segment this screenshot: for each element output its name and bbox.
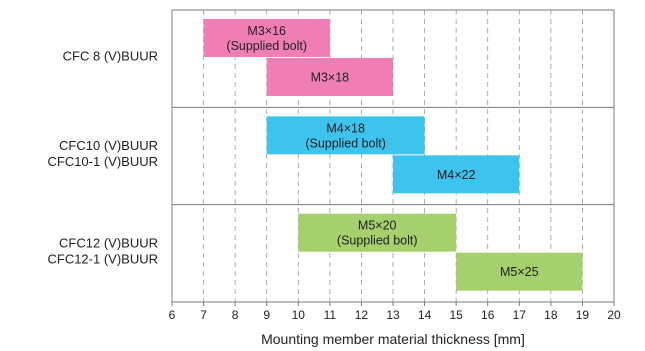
bar-label: M3×16	[247, 24, 286, 38]
tick-label: 19	[576, 308, 590, 322]
bar-label: (Supplied bolt)	[226, 39, 307, 53]
bar-label: M5×20	[358, 219, 397, 233]
tick-label: 15	[449, 308, 463, 322]
range-bar	[456, 252, 583, 291]
bar-label: (Supplied bolt)	[337, 234, 418, 248]
bar-label: M3×18	[311, 71, 350, 85]
tick-label: 11	[324, 308, 337, 322]
range-bar	[266, 58, 393, 96]
tick-label: 17	[513, 308, 527, 322]
group-label: CFC12-1 (V)BUUR	[47, 251, 158, 266]
range-bar	[298, 213, 457, 252]
group-label: CFC10 (V)BUUR	[59, 138, 158, 153]
group-separators	[172, 106, 614, 206]
x-axis-title: Mounting member material thickness [mm]	[261, 331, 525, 347]
tick-label: 9	[263, 308, 270, 322]
tick-label: 16	[481, 308, 495, 322]
group-label: CFC 8 (V)BUUR	[63, 49, 158, 64]
range-bar	[393, 155, 520, 194]
range-bar	[203, 19, 330, 57]
tick-label: 20	[607, 308, 621, 322]
tick-label: 10	[292, 308, 306, 322]
bar-label: (Supplied bolt)	[305, 136, 386, 150]
tick-label: 8	[232, 308, 239, 322]
range-bars: M3×16(Supplied bolt)M3×18M4×18(Supplied …	[203, 19, 583, 291]
tick-label: 7	[200, 308, 207, 322]
bar-label: M4×22	[437, 168, 476, 182]
group-label: CFC12 (V)BUUR	[59, 235, 158, 250]
tick-label: 12	[355, 308, 369, 322]
tick-label: 18	[544, 308, 558, 322]
group-label: CFC10-1 (V)BUUR	[47, 154, 158, 169]
tick-label: 6	[169, 308, 176, 322]
bar-label: M4×18	[326, 121, 365, 135]
tick-label: 13	[386, 308, 400, 322]
x-axis-ticks: 6 7 8 9 10 11 12 13 14 15 16 17 18 19 20	[169, 302, 621, 322]
range-bar	[266, 116, 425, 155]
bar-label: M5×25	[500, 265, 539, 279]
tick-label: 14	[418, 308, 432, 322]
